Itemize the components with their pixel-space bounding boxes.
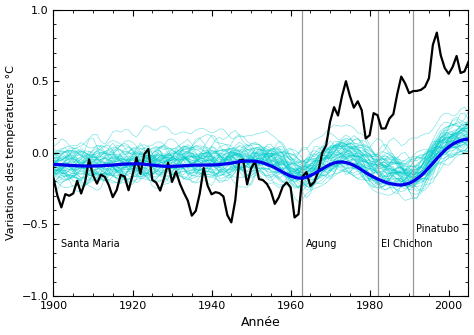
Text: El Chichon: El Chichon xyxy=(381,239,432,249)
Text: Agung: Agung xyxy=(306,239,337,249)
X-axis label: Année: Année xyxy=(241,317,281,329)
Text: Santa Maria: Santa Maria xyxy=(61,239,120,249)
Y-axis label: Variations des températures °C: Variations des températures °C xyxy=(6,65,16,240)
Text: Pinatubo: Pinatubo xyxy=(416,224,459,234)
